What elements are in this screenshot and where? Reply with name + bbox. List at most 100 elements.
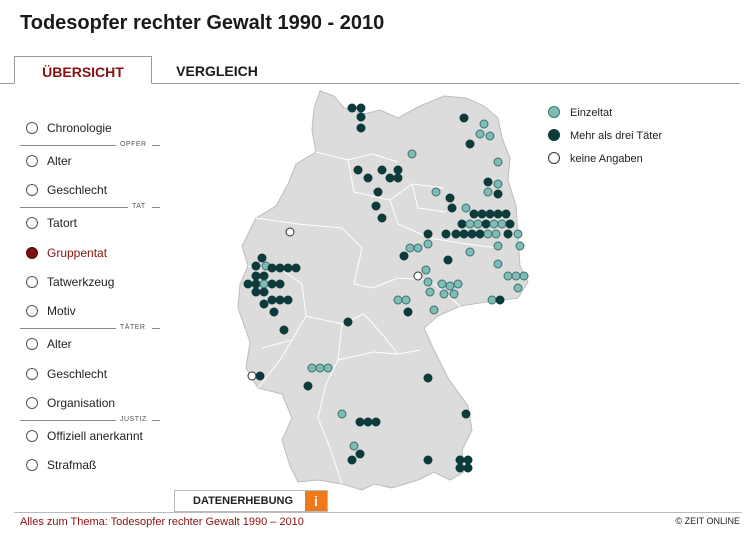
incident-dot[interactable] xyxy=(347,455,357,465)
incident-dot[interactable] xyxy=(267,295,277,305)
incident-dot[interactable] xyxy=(355,449,365,459)
incident-dot[interactable] xyxy=(445,193,455,203)
incident-dot[interactable] xyxy=(493,209,503,219)
incident-dot[interactable] xyxy=(493,157,503,167)
incident-dot[interactable] xyxy=(393,295,403,305)
incident-dot[interactable] xyxy=(503,271,513,281)
option-motiv[interactable]: Motiv xyxy=(26,301,76,321)
incident-dot[interactable] xyxy=(363,173,373,183)
incident-dot[interactable] xyxy=(493,189,503,199)
incident-dot[interactable] xyxy=(479,119,489,129)
incident-dot[interactable] xyxy=(439,289,449,299)
incident-dot[interactable] xyxy=(467,229,477,239)
radio-icon[interactable] xyxy=(26,121,38,134)
incident-dot[interactable] xyxy=(257,253,267,263)
incident-dot[interactable] xyxy=(475,229,485,239)
incident-dot[interactable] xyxy=(489,219,499,229)
incident-dot[interactable] xyxy=(363,417,373,427)
incident-dot[interactable] xyxy=(259,279,269,289)
incident-dot[interactable] xyxy=(447,203,457,213)
incident-dot[interactable] xyxy=(377,165,387,175)
radio-icon[interactable] xyxy=(26,458,38,471)
incident-dot[interactable] xyxy=(465,139,475,149)
radio-icon[interactable] xyxy=(26,304,38,317)
incident-dot[interactable] xyxy=(423,373,433,383)
incident-dot[interactable] xyxy=(475,129,485,139)
incident-dot[interactable] xyxy=(371,417,381,427)
incident-dot[interactable] xyxy=(285,227,295,237)
incident-dot[interactable] xyxy=(373,187,383,197)
incident-dot[interactable] xyxy=(399,251,409,261)
radio-icon[interactable] xyxy=(26,396,38,409)
incident-dot[interactable] xyxy=(485,209,495,219)
incident-dot[interactable] xyxy=(353,165,363,175)
incident-dot[interactable] xyxy=(423,277,433,287)
option-tatort[interactable]: Tatort xyxy=(26,213,77,233)
incident-dot[interactable] xyxy=(483,187,493,197)
incident-dot[interactable] xyxy=(291,263,301,273)
incident-dot[interactable] xyxy=(497,219,507,229)
incident-dot[interactable] xyxy=(495,295,505,305)
incident-dot[interactable] xyxy=(513,283,523,293)
incident-dot[interactable] xyxy=(421,265,431,275)
incident-dot[interactable] xyxy=(481,219,491,229)
incident-dot[interactable] xyxy=(355,417,365,427)
incident-dot[interactable] xyxy=(283,263,293,273)
footer-topic-link[interactable]: Alles zum Thema: Todesopfer rechter Gewa… xyxy=(20,516,304,528)
tab-vergleich[interactable]: VERGLEICH xyxy=(176,63,258,79)
radio-icon[interactable] xyxy=(26,216,38,229)
incident-dot[interactable] xyxy=(255,371,265,381)
option-opfer-alter[interactable]: Alter xyxy=(26,151,72,171)
incident-dot[interactable] xyxy=(283,295,293,305)
radio-icon[interactable] xyxy=(26,337,38,350)
option-taeter-alter[interactable]: Alter xyxy=(26,334,72,354)
incident-dot[interactable] xyxy=(356,112,366,122)
incident-dot[interactable] xyxy=(469,209,479,219)
incident-dot[interactable] xyxy=(519,271,529,281)
option-gruppentat[interactable]: Gruppentat xyxy=(26,243,107,263)
incident-dot[interactable] xyxy=(259,271,269,281)
incident-dot[interactable] xyxy=(425,287,435,297)
radio-icon[interactable] xyxy=(26,183,38,196)
incident-dot[interactable] xyxy=(251,279,261,289)
incident-dot[interactable] xyxy=(393,165,403,175)
option-organisation[interactable]: Organisation xyxy=(26,393,115,413)
incident-dot[interactable] xyxy=(505,219,515,229)
incident-dot[interactable] xyxy=(377,213,387,223)
incident-dot[interactable] xyxy=(269,307,279,317)
incident-dot[interactable] xyxy=(493,259,503,269)
incident-dot[interactable] xyxy=(303,381,313,391)
incident-dot[interactable] xyxy=(356,103,366,113)
incident-dot[interactable] xyxy=(483,229,493,239)
radio-icon[interactable] xyxy=(26,429,38,442)
incident-dot[interactable] xyxy=(401,295,411,305)
incident-dot[interactable] xyxy=(503,229,513,239)
incident-dot[interactable] xyxy=(501,209,511,219)
incident-dot[interactable] xyxy=(463,455,473,465)
incident-dot[interactable] xyxy=(453,279,463,289)
option-taeter-geschlecht[interactable]: Geschlecht xyxy=(26,364,107,384)
incident-dot[interactable] xyxy=(465,247,475,257)
incident-dot[interactable] xyxy=(356,123,366,133)
radio-icon[interactable] xyxy=(26,275,38,288)
incident-dot[interactable] xyxy=(259,287,269,297)
incident-dot[interactable] xyxy=(491,229,501,239)
incident-dot[interactable] xyxy=(275,295,285,305)
incident-dot[interactable] xyxy=(275,279,285,289)
incident-dot[interactable] xyxy=(459,113,469,123)
incident-dot[interactable] xyxy=(393,173,403,183)
incident-dot[interactable] xyxy=(267,279,277,289)
incident-dot[interactable] xyxy=(451,229,461,239)
incident-dot[interactable] xyxy=(413,271,423,281)
option-tatwerkzeug[interactable]: Tatwerkzeug xyxy=(26,272,114,292)
incident-dot[interactable] xyxy=(337,409,347,419)
incident-dot[interactable] xyxy=(371,201,381,211)
incident-dot[interactable] xyxy=(457,219,467,229)
incident-dot[interactable] xyxy=(259,299,269,309)
incident-dot[interactable] xyxy=(443,255,453,265)
incident-dot[interactable] xyxy=(455,463,465,473)
radio-icon[interactable] xyxy=(26,367,38,380)
incident-dot[interactable] xyxy=(423,229,433,239)
incident-dot[interactable] xyxy=(513,229,523,239)
tab-uebersicht[interactable]: ÜBERSICHT xyxy=(14,56,152,84)
